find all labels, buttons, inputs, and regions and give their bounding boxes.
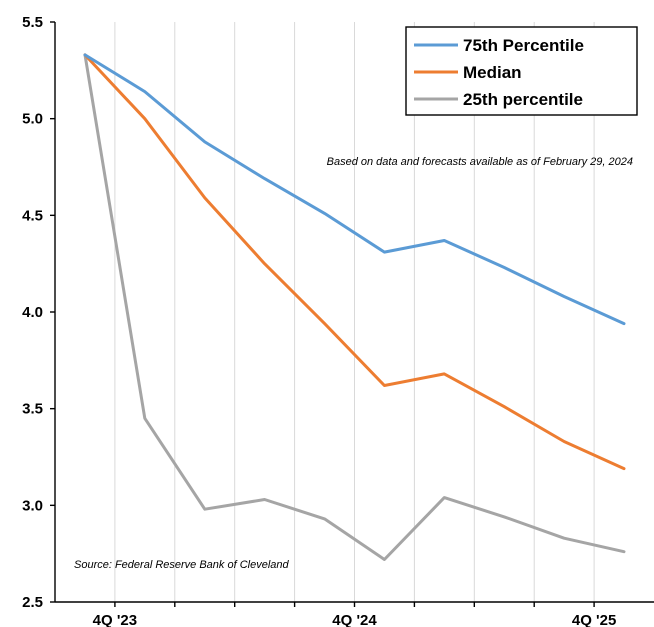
y-tick-label: 3.5 [22,401,43,418]
series-line-median [83,53,626,471]
y-axis-tick-labels: 2.5 3.0 3.5 4.0 4.5 5.0 5.5 [22,14,43,611]
y-tick-label: 5.5 [22,14,43,31]
y-tick-label: 5.0 [22,111,43,128]
axes [50,21,654,607]
y-tick-label: 4.5 [22,207,43,224]
gridlines [114,22,595,602]
series-line-75th-percentile [83,53,626,326]
y-tick-label: 2.5 [22,594,43,611]
x-axis-tick-labels: 4Q '23 4Q '24 4Q '25 [93,612,617,627]
x-tick-label: 4Q '24 [332,612,377,627]
legend-label-25th: 25th percentile [463,90,583,109]
y-tick-label: 4.0 [22,304,43,321]
legend: 75th Percentile Median 25th percentile [405,26,638,116]
x-tick-label: 4Q '25 [572,612,616,627]
legend-label-75th: 75th Percentile [463,36,584,55]
series-line-25th-percentile [83,53,626,561]
series-lines [83,53,626,561]
x-tick-label: 4Q '23 [93,612,137,627]
annotation-data-note: Based on data and forecasts available as… [327,156,633,168]
y-tick-label: 3.0 [22,497,43,514]
annotation-source: Source: Federal Reserve Bank of Clevelan… [74,559,289,571]
legend-label-median: Median [463,63,522,82]
